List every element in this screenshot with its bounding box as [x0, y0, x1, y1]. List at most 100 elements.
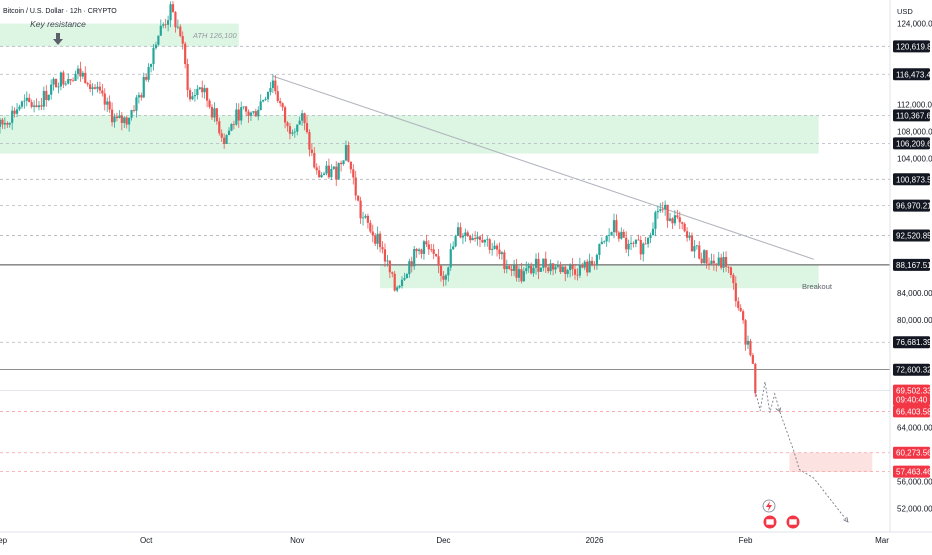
candle-body: [18, 106, 21, 110]
candle-body: [751, 355, 754, 364]
candle-body: [96, 86, 99, 89]
candle-body: [695, 245, 698, 247]
key-resistance-label: Key resistance: [30, 19, 86, 29]
candle-body: [8, 122, 11, 125]
candle-body: [539, 267, 542, 272]
candle-body: [705, 250, 708, 264]
candle-body: [598, 244, 601, 255]
candle-body: [320, 175, 323, 178]
candle-body: [201, 87, 204, 93]
candle-body: [527, 265, 530, 269]
candle-body: [471, 238, 474, 241]
candle-body: [54, 78, 58, 88]
price-tag-bg: [893, 405, 930, 418]
candle-body: [167, 20, 170, 25]
candle-body: [322, 173, 326, 176]
candle-body: [237, 109, 240, 121]
candle-body: [305, 123, 309, 133]
candle-body: [634, 239, 638, 244]
candle-body: [208, 100, 211, 107]
candle-body: [349, 161, 352, 170]
candle-body: [240, 107, 243, 121]
price-tag-bg: [893, 173, 930, 186]
candle-body: [681, 222, 684, 224]
candle-body: [629, 242, 633, 244]
candle-body: [20, 101, 24, 107]
candle-body: [646, 237, 650, 244]
candle-body: [81, 72, 84, 77]
candle-body: [3, 122, 6, 125]
candle-body: [262, 100, 265, 102]
candle-body: [40, 105, 43, 107]
candle-body: [344, 145, 348, 161]
price-tick-label: 104,000.00: [897, 154, 932, 163]
candle-body: [266, 92, 270, 100]
price-tag-bg: [893, 199, 930, 212]
candle-body: [532, 267, 535, 274]
candle-body: [247, 111, 250, 116]
candle-body: [79, 68, 82, 77]
zone-target-3: [789, 452, 873, 473]
time-tick-label: Mar: [875, 536, 889, 545]
candle-body: [493, 245, 496, 249]
candle-body: [734, 283, 737, 302]
candle-body: [315, 167, 318, 171]
event-icons[interactable]: [762, 499, 800, 529]
candle-body: [685, 231, 689, 238]
candle-body: [361, 217, 365, 219]
current-price-label: 69,502.33: [896, 387, 932, 396]
price-tag-bg: [893, 229, 930, 242]
candle-body: [13, 110, 16, 114]
candle-body: [452, 246, 455, 250]
time-axis[interactable]: Sep Oct Nov Dec 2026 Feb Mar: [0, 531, 932, 550]
candle-body: [583, 261, 586, 268]
candle-body: [547, 267, 550, 272]
candle-body: [259, 101, 262, 110]
candle-body: [491, 248, 494, 250]
candle-body: [671, 218, 674, 224]
candle-body: [720, 257, 723, 268]
candle-body: [749, 340, 752, 356]
candle-body: [737, 301, 740, 308]
price-tick-label: 108,000.00: [897, 127, 932, 136]
candle-body: [218, 121, 221, 134]
candle-body: [610, 232, 613, 236]
countdown-label: 09:40:40: [896, 396, 928, 405]
candle-body: [625, 237, 628, 250]
candle-body: [508, 266, 511, 269]
candle-body: [288, 126, 292, 134]
candle-body: [235, 109, 238, 125]
candle-body: [364, 215, 367, 218]
price-tick-label: 80,000.00: [897, 316, 932, 325]
candle-body: [464, 232, 467, 237]
candle-body: [164, 24, 167, 26]
candle-body: [84, 72, 87, 84]
candle-body: [71, 80, 75, 82]
candle-body: [578, 264, 581, 276]
candle-body: [135, 97, 138, 111]
candle-body: [50, 84, 53, 95]
candle-body: [437, 256, 440, 266]
candle-body: [220, 133, 223, 138]
candle-body: [118, 115, 121, 118]
candle-body: [746, 340, 750, 345]
candle-body: [283, 107, 287, 123]
candle-body: [106, 101, 109, 105]
candle-body: [617, 232, 620, 239]
price-tag-bg: [893, 363, 930, 376]
candle-body: [74, 73, 77, 81]
candle-body: [152, 48, 155, 64]
candle-body: [595, 254, 599, 265]
price-axis[interactable]: USD 52,000.00 56,000.00 64,000.00 80,000.00…: [889, 0, 932, 532]
price-tag-label: 116,473.41: [896, 70, 932, 79]
candle-body: [386, 260, 389, 262]
candle-body: [668, 218, 672, 221]
price-tag-bg: [893, 446, 930, 459]
candle-body: [605, 235, 608, 242]
candle-body: [690, 235, 694, 252]
price-zones: [0, 23, 873, 473]
price-tags: 120,619.82 116,473.41 110,367.67 106,209.61…: [893, 40, 932, 478]
symbol-title: Bitcoin / U.S. Dollar · 12h · CRYPTO: [3, 8, 117, 15]
